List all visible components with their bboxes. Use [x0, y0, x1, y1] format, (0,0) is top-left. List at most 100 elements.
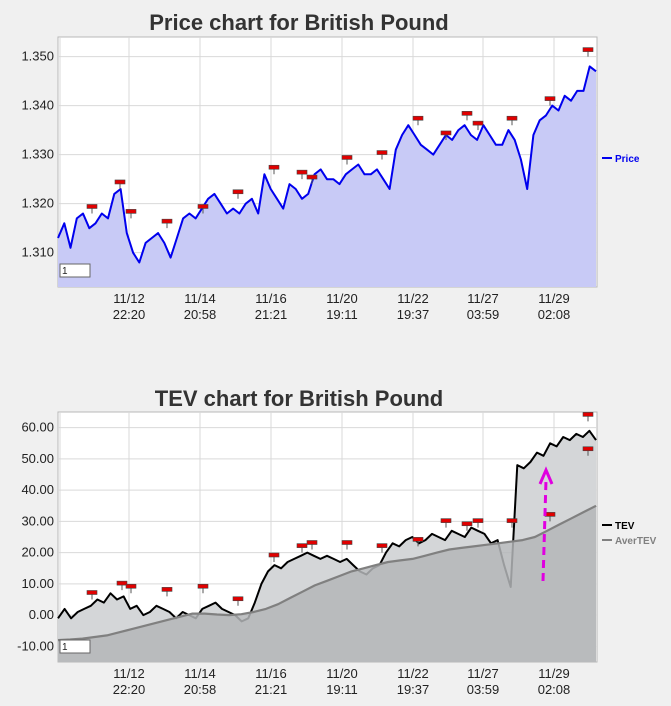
x-tick-date: 11/20 — [326, 666, 358, 681]
x-tick-time: 03:59 — [467, 682, 500, 697]
y-tick-label: 1.350 — [21, 49, 54, 64]
x-tick-time: 21:21 — [255, 307, 288, 322]
signal-marker[interactable] — [116, 580, 128, 591]
signal-marker[interactable] — [197, 204, 209, 214]
signal-marker[interactable] — [268, 164, 280, 175]
signal-marker[interactable] — [582, 446, 594, 456]
price-area — [57, 65, 597, 288]
signal-marker[interactable] — [341, 155, 353, 165]
price-zoom-input[interactable]: 1 — [59, 263, 91, 278]
signal-marker[interactable] — [544, 96, 556, 106]
tev-zoom-input[interactable]: 1 — [59, 639, 91, 654]
signal-marker[interactable] — [440, 130, 452, 140]
x-tick-date: 11/14 — [184, 666, 216, 681]
arrow-shaft — [541, 479, 548, 582]
x-tick-time: 22:20 — [113, 682, 146, 697]
signal-marker[interactable] — [412, 537, 424, 547]
x-tick-date: 11/20 — [326, 291, 358, 306]
signal-marker[interactable] — [125, 583, 137, 594]
signal-marker[interactable] — [306, 174, 318, 185]
x-tick-time: 20:58 — [184, 307, 217, 322]
x-tick-date: 11/16 — [255, 291, 287, 306]
y-tick-label: -10.00 — [17, 638, 54, 653]
price-zoom-value: 1 — [62, 266, 68, 277]
signal-marker[interactable] — [376, 150, 388, 160]
signal-marker[interactable] — [161, 218, 173, 229]
signal-marker[interactable] — [582, 47, 594, 57]
x-tick-date: 11/29 — [538, 291, 570, 306]
signal-marker[interactable] — [197, 583, 209, 594]
avertev-area-fill — [58, 505, 596, 662]
x-tick-date: 11/16 — [255, 666, 287, 681]
y-tick-label: 30.00 — [21, 513, 54, 528]
signal-marker[interactable] — [86, 204, 98, 214]
signal-marker[interactable] — [86, 590, 98, 600]
tev-chart-title: TEV chart for British Pound — [155, 386, 443, 411]
signal-marker[interactable] — [506, 115, 518, 126]
x-tick-time: 19:11 — [326, 307, 358, 322]
x-tick-date: 11/22 — [397, 666, 429, 681]
signal-marker[interactable] — [376, 543, 388, 553]
price-markers — [86, 47, 594, 229]
signal-marker[interactable] — [461, 521, 473, 531]
x-tick-time: 21:21 — [255, 682, 288, 697]
signal-marker[interactable] — [341, 540, 353, 550]
signal-marker[interactable] — [472, 518, 484, 528]
legend-label: Price — [615, 154, 640, 165]
y-tick-label: 1.320 — [21, 196, 54, 211]
signal-marker[interactable] — [161, 587, 173, 597]
signal-marker[interactable] — [472, 120, 484, 131]
x-tick-time: 02:08 — [538, 682, 571, 697]
signal-marker[interactable] — [306, 540, 318, 550]
x-tick-date: 11/27 — [467, 666, 499, 681]
legend-label: AverTEV — [615, 536, 657, 547]
y-tick-label: 1.310 — [21, 245, 54, 260]
arrow-head — [538, 466, 554, 485]
signal-marker[interactable] — [296, 543, 308, 553]
signal-marker[interactable] — [296, 169, 308, 180]
y-tick-label: 1.340 — [21, 98, 54, 113]
x-tick-date: 11/14 — [184, 291, 216, 306]
signal-marker[interactable] — [506, 518, 518, 528]
x-tick-date: 11/22 — [397, 291, 429, 306]
signal-marker[interactable] — [114, 179, 126, 189]
y-tick-label: 0.00 — [29, 607, 54, 622]
tev-y-axis: -10.00 0.00 10.00 20.00 30.00 40.00 50.00 60.00 — [17, 420, 54, 654]
legend-label: TEV — [615, 521, 635, 532]
x-tick-time: 19:37 — [397, 307, 430, 322]
tev-zoom-value: 1 — [62, 642, 68, 653]
x-tick-date: 11/29 — [538, 666, 570, 681]
y-tick-label: 1.330 — [21, 147, 54, 162]
y-tick-label: 20.00 — [21, 545, 54, 560]
signal-marker[interactable] — [232, 189, 244, 199]
x-tick-date: 11/12 — [113, 666, 145, 681]
signal-marker[interactable] — [582, 412, 594, 422]
x-tick-date: 11/27 — [467, 291, 499, 306]
tev-markers — [86, 412, 594, 606]
price-chart-title: Price chart for British Pound — [149, 10, 449, 35]
tev-legend: TEV AverTEV — [602, 521, 657, 547]
signal-marker[interactable] — [461, 111, 473, 121]
tev-arrow — [538, 466, 554, 582]
x-tick-time: 03:59 — [467, 307, 500, 322]
y-tick-label: 10.00 — [21, 576, 54, 591]
x-tick-time: 20:58 — [184, 682, 217, 697]
tev-area — [57, 429, 597, 662]
signal-marker[interactable] — [125, 209, 137, 219]
x-tick-time: 02:08 — [538, 307, 571, 322]
y-tick-label: 60.00 — [21, 420, 54, 435]
x-tick-time: 19:37 — [397, 682, 430, 697]
price-area-fill — [58, 66, 596, 288]
price-line — [57, 65, 597, 264]
price-chart: Price chart for British Pound 1.310 1.320… — [21, 10, 639, 322]
signal-marker[interactable] — [412, 115, 424, 126]
price-y-axis: 1.310 1.320 1.330 1.340 1.350 — [21, 49, 54, 260]
signal-marker[interactable] — [268, 552, 280, 562]
x-tick-date: 11/12 — [113, 291, 145, 306]
signal-marker[interactable] — [232, 596, 244, 606]
signal-marker[interactable] — [440, 518, 452, 528]
price-legend: Price — [602, 154, 640, 165]
